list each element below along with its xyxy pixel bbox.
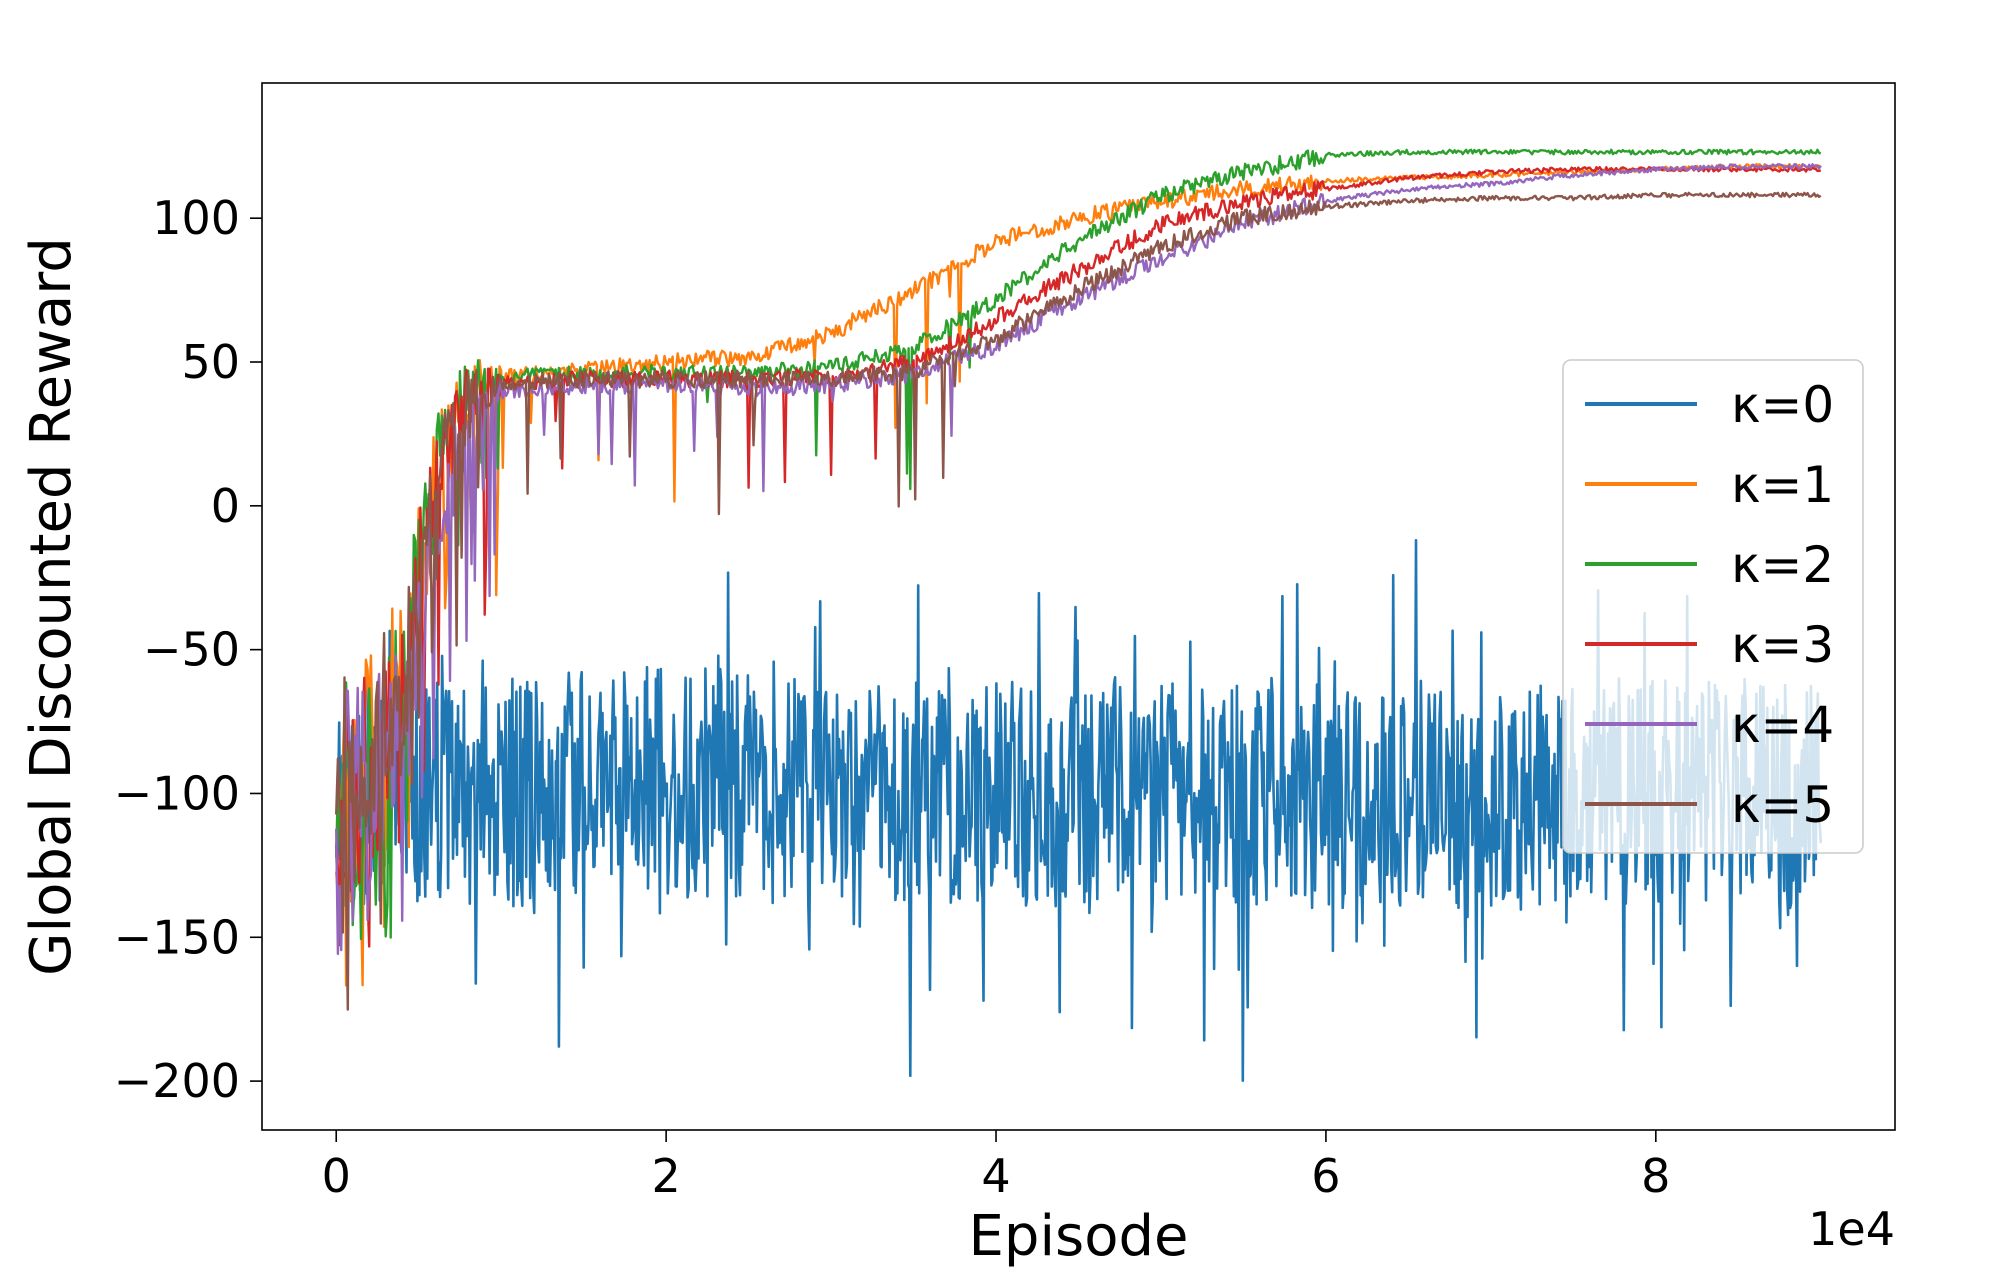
legend-label: κ=1 <box>1731 456 1834 514</box>
series-line-5 <box>335 191 1822 1011</box>
y-tick-label: −100 <box>114 766 240 820</box>
x-axis-label: Episode <box>969 1204 1189 1269</box>
series-line-0 <box>334 539 1823 1082</box>
y-tick-label: −50 <box>143 623 240 677</box>
plot-frame <box>261 82 1896 1131</box>
y-tick-label: 50 <box>181 335 240 389</box>
x-tick-label: 8 <box>1641 1149 1670 1203</box>
x-axis-offset-text: 1e4 <box>1808 1202 1895 1256</box>
y-axis-ticks: −200 −150 −100 −50 0 50 100 <box>114 191 262 1108</box>
x-tick-label: 4 <box>981 1149 1010 1203</box>
y-tick-label: −200 <box>114 1054 240 1108</box>
y-tick-label: −150 <box>114 910 240 964</box>
y-axis-label: Global Discounted Reward <box>19 237 84 976</box>
x-tick-label: 0 <box>322 1149 351 1203</box>
x-tick-label: 6 <box>1311 1149 1340 1203</box>
series-layer <box>334 148 1823 1082</box>
legend-label: κ=0 <box>1731 376 1834 434</box>
x-tick-label: 2 <box>651 1149 680 1203</box>
series-line-2 <box>335 148 1822 941</box>
legend: κ=0 κ=1 κ=2 κ=3 κ=4 κ=5 <box>1562 359 1864 854</box>
x-axis-ticks: 0 2 4 6 8 <box>322 1130 1670 1203</box>
y-tick-label: 100 <box>152 191 240 245</box>
legend-label: κ=2 <box>1731 536 1834 594</box>
y-tick-label: 0 <box>211 479 240 533</box>
legend-label: κ=3 <box>1731 616 1834 674</box>
legend-label: κ=5 <box>1731 776 1834 834</box>
legend-label: κ=4 <box>1731 696 1834 754</box>
